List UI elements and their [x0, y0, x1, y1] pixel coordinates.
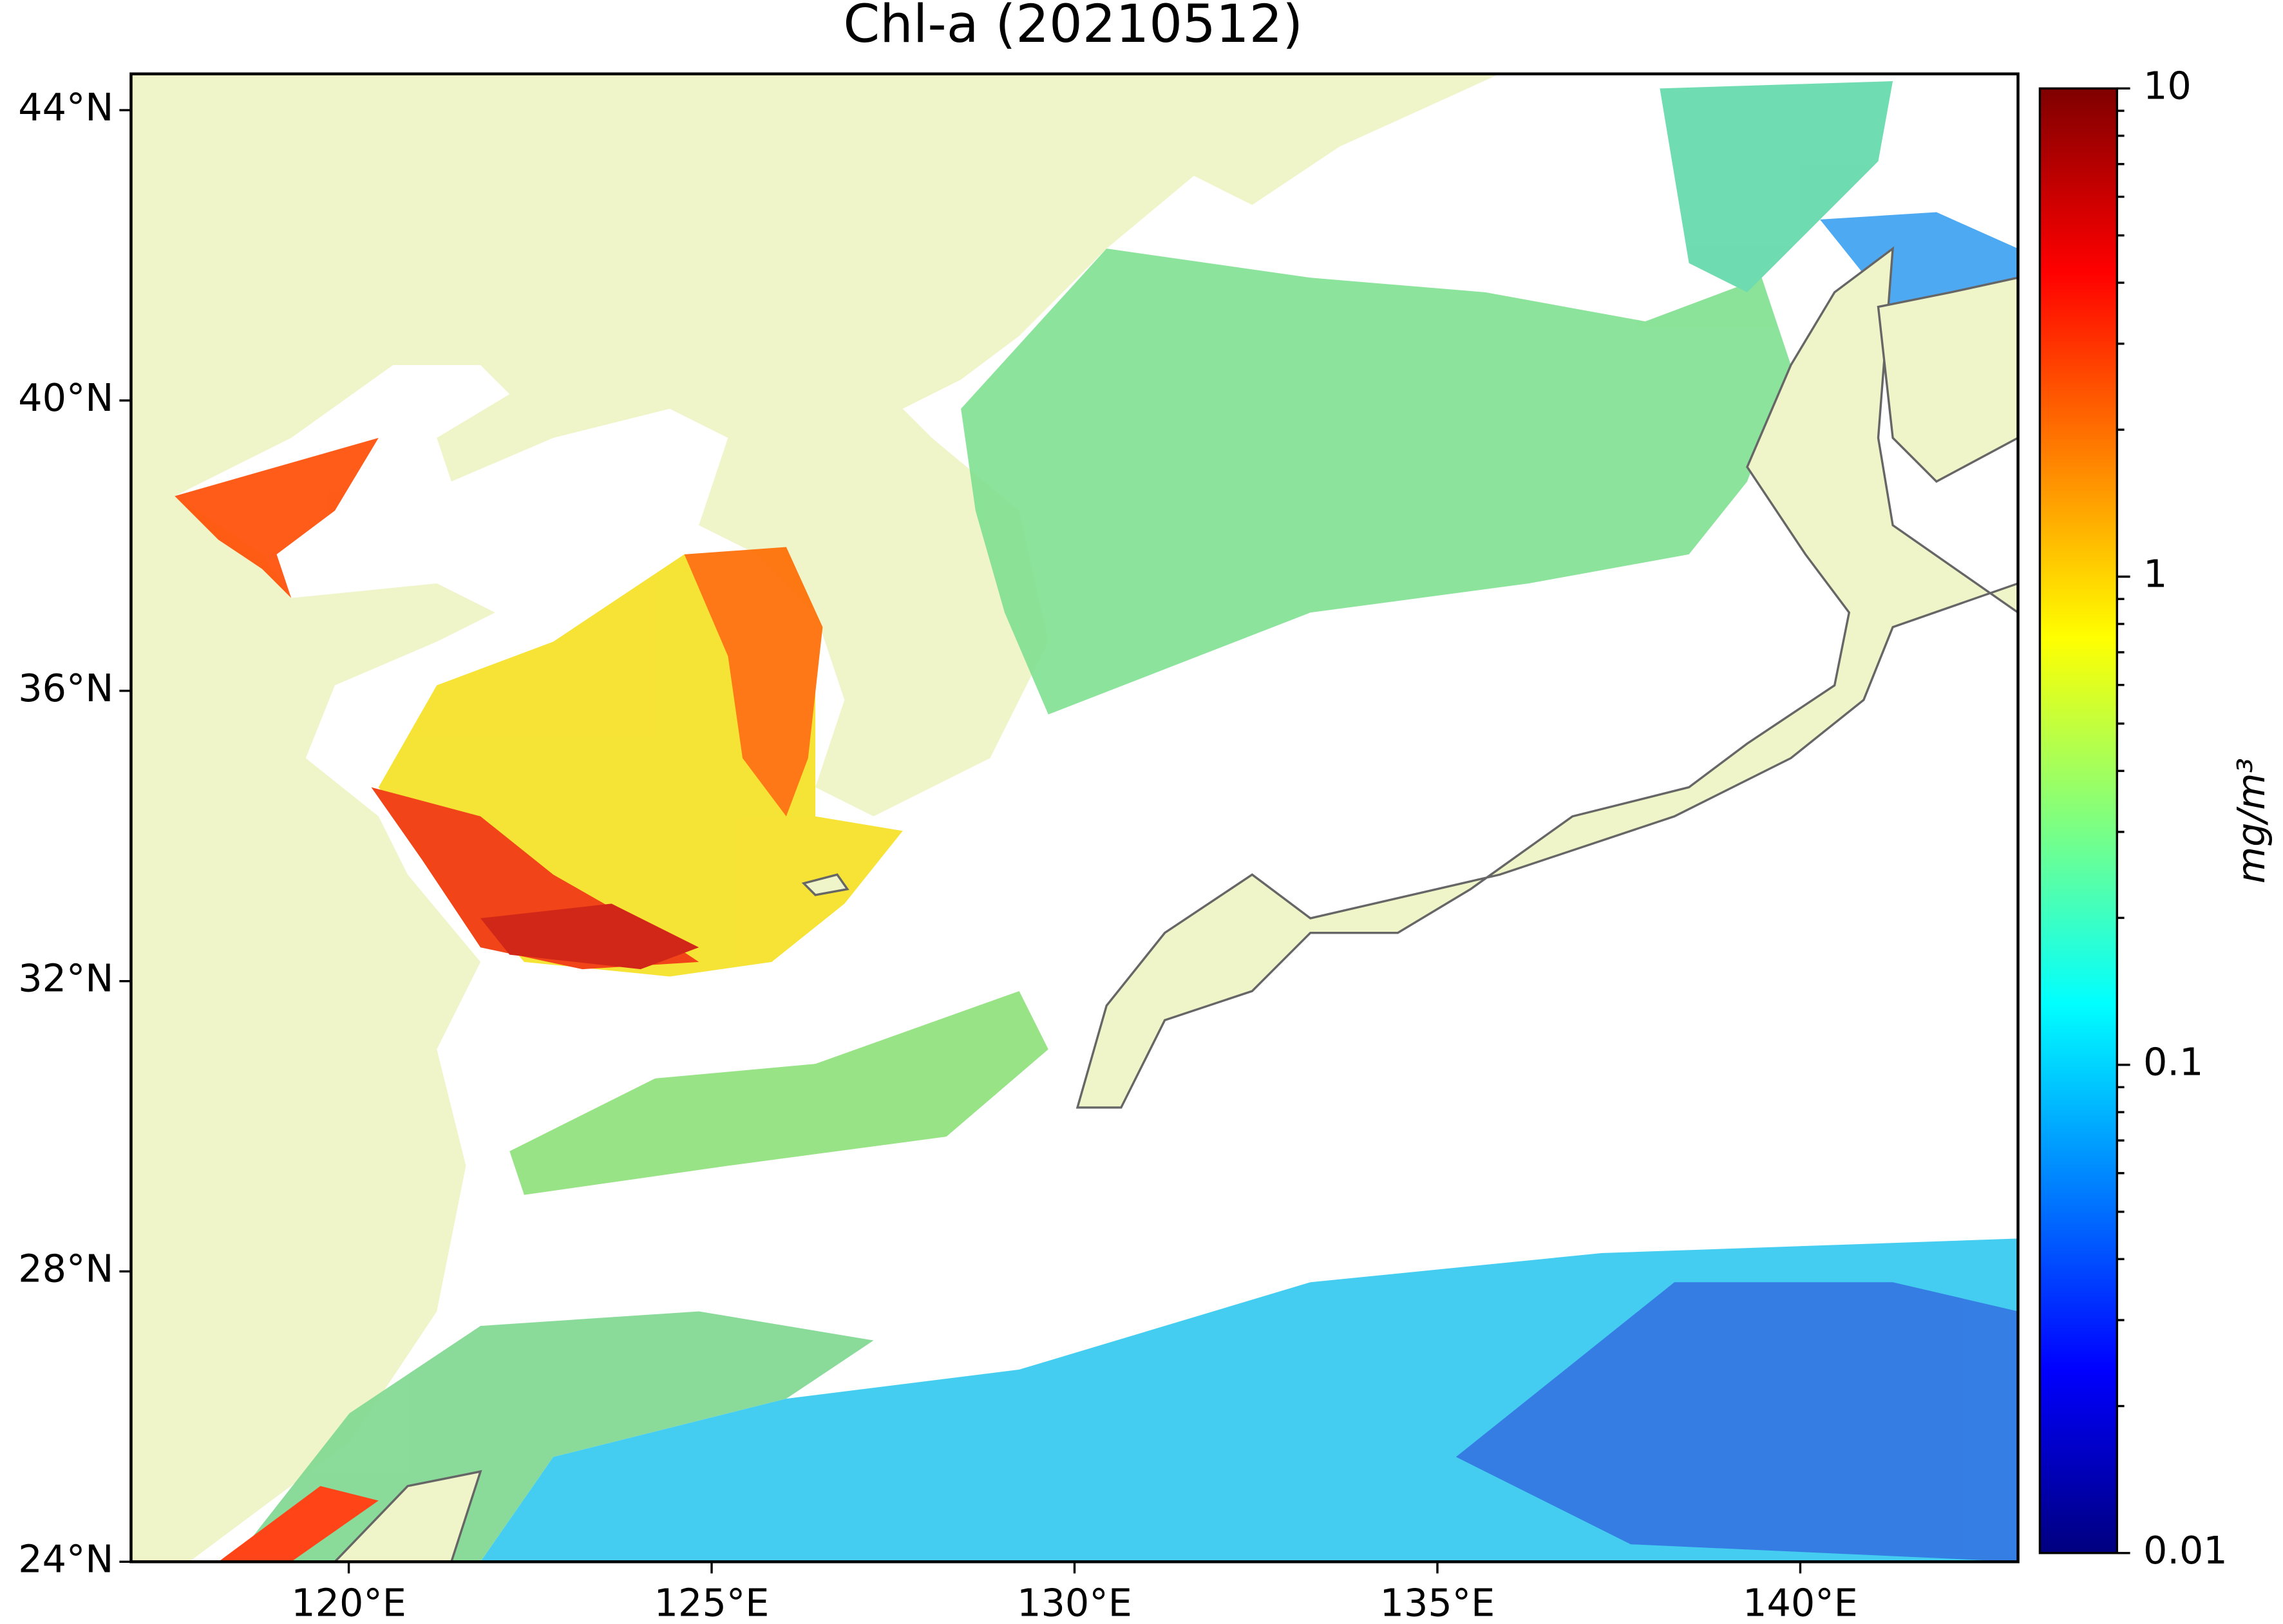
colorbar-tick-label: 1: [2143, 552, 2167, 596]
colorbar-label: mg/m³: [2229, 758, 2273, 883]
x-tick-label: 135°E: [1380, 1580, 1495, 1624]
map-area: [131, 73, 2018, 1562]
jeju: [801, 873, 849, 896]
japan: [1075, 246, 2018, 1109]
y-tick-label: 24°N: [18, 1536, 113, 1581]
x-tick-label: 130°E: [1017, 1580, 1132, 1624]
chlorophyll-field: [175, 81, 2018, 1562]
colorbar-tick-label: 0.01: [2143, 1528, 2228, 1572]
x-tick-label: 140°E: [1743, 1580, 1858, 1624]
colorbar: [2038, 87, 2118, 1554]
land-outlines: [333, 246, 2018, 1562]
colorbar-tick-label: 10: [2143, 63, 2192, 108]
colorbar-tick-label: 0.1: [2143, 1040, 2203, 1084]
hokkaido: [1877, 276, 2018, 483]
taiwan: [333, 1469, 482, 1562]
y-tick-label: 40°N: [18, 375, 113, 420]
y-tick-label: 28°N: [18, 1247, 113, 1291]
x-tick-label: 125°E: [654, 1580, 770, 1624]
y-tick-label: 32°N: [18, 956, 113, 1001]
y-tick-label: 36°N: [18, 666, 113, 710]
map-title: Chl-a (20210512): [843, 0, 1303, 55]
x-tick-label: 120°E: [291, 1580, 406, 1624]
y-tick-label: 44°N: [18, 85, 113, 129]
